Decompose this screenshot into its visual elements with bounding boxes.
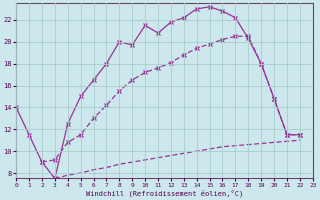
X-axis label: Windchill (Refroidissement éolien,°C): Windchill (Refroidissement éolien,°C) bbox=[86, 189, 243, 197]
